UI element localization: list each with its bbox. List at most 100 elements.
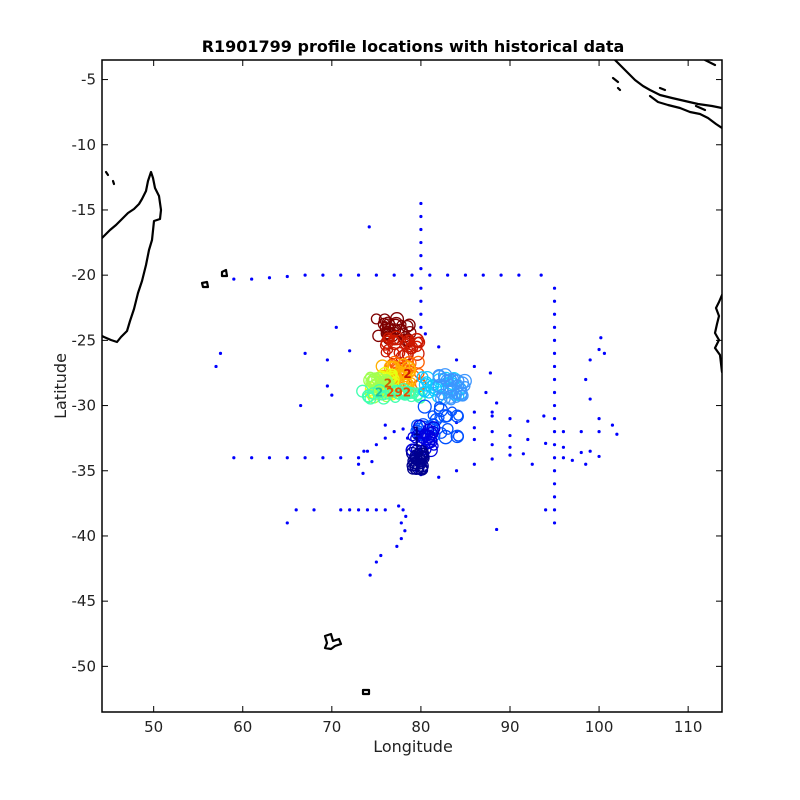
historical-point xyxy=(490,457,494,461)
historical-point xyxy=(472,437,476,442)
y-tick-label: -45 xyxy=(72,592,97,610)
x-tick-label: 100 xyxy=(585,718,614,736)
historical-point xyxy=(544,441,548,445)
chart-title: R1901799 profile locations with historic… xyxy=(202,37,625,56)
historical-point xyxy=(552,325,557,329)
historical-point xyxy=(490,430,494,434)
historical-point xyxy=(508,453,512,457)
y-tick-label: -35 xyxy=(72,462,97,480)
historical-point xyxy=(348,349,352,353)
profile-number-label: 292 xyxy=(386,385,411,399)
coastlines xyxy=(102,60,722,696)
y-tick-label: -50 xyxy=(72,657,97,675)
historical-point xyxy=(419,254,423,258)
coastline-islets-north xyxy=(611,60,717,112)
historical-point xyxy=(383,423,387,427)
profile-marker xyxy=(392,387,405,400)
historical-point xyxy=(339,508,343,512)
profile-cluster xyxy=(405,419,441,458)
historical-point xyxy=(419,240,423,245)
historical-point xyxy=(232,277,236,281)
profile-marker xyxy=(438,429,453,445)
historical-point xyxy=(552,390,557,395)
profile-marker xyxy=(409,461,424,475)
historical-point xyxy=(610,423,615,427)
y-tick-label: -10 xyxy=(72,136,97,154)
historical-point xyxy=(552,508,557,512)
historical-point xyxy=(495,401,499,405)
profile-number-label: 1 xyxy=(412,435,420,449)
historical-point xyxy=(552,338,557,342)
historical-point xyxy=(602,351,607,355)
historical-point xyxy=(599,336,603,340)
historical-point xyxy=(325,384,329,388)
historical-point xyxy=(597,347,601,352)
historical-point xyxy=(552,377,557,382)
historical-point xyxy=(454,358,459,362)
historical-point xyxy=(392,430,396,434)
historical-point xyxy=(399,536,403,541)
profile-marker xyxy=(356,384,370,398)
y-tick-label: -25 xyxy=(72,331,97,349)
historical-point xyxy=(299,403,303,408)
profile-marker xyxy=(452,379,463,390)
historical-point xyxy=(419,201,423,206)
historical-point xyxy=(552,403,557,408)
profile-marker xyxy=(432,368,446,383)
profile-marker xyxy=(396,358,411,372)
historical-point xyxy=(250,456,254,460)
profile-marker xyxy=(457,373,472,389)
profile-marker xyxy=(438,409,452,423)
historical-point xyxy=(365,449,370,453)
historical-point xyxy=(250,277,254,281)
profile-marker xyxy=(456,389,469,402)
historical-point xyxy=(472,410,476,414)
historical-point xyxy=(561,445,566,449)
profile-marker xyxy=(451,392,462,403)
historical-point xyxy=(303,351,307,355)
profile-marker xyxy=(401,337,414,349)
historical-point xyxy=(463,273,468,277)
historical-point xyxy=(526,437,530,442)
historical-point xyxy=(303,456,307,460)
historical-point xyxy=(419,299,423,303)
historical-point xyxy=(561,456,566,460)
x-tick-label: 80 xyxy=(411,718,430,736)
x-tick-label: 110 xyxy=(674,718,703,736)
profile-cluster xyxy=(432,368,472,406)
historical-point xyxy=(508,445,512,449)
historical-point xyxy=(521,452,525,456)
historical-point xyxy=(508,433,512,438)
historical-point xyxy=(570,458,574,462)
historical-point xyxy=(356,508,361,512)
historical-point xyxy=(404,514,408,519)
historical-point xyxy=(370,460,374,464)
profile-marker xyxy=(404,367,416,378)
profile-marker xyxy=(415,447,430,461)
historical-point xyxy=(552,351,557,355)
profile-marker xyxy=(411,429,422,440)
historical-point xyxy=(490,443,494,447)
historical-point xyxy=(597,454,601,459)
historical-point xyxy=(552,495,557,499)
historical-point xyxy=(454,469,459,473)
profile-marker xyxy=(372,384,387,399)
profile-marker xyxy=(405,343,417,355)
profile-cluster xyxy=(356,383,427,405)
y-tick-label: -15 xyxy=(72,201,97,219)
historical-point xyxy=(472,462,476,466)
x-tick-label: 50 xyxy=(144,718,163,736)
historical-point xyxy=(552,521,557,525)
coastline-australia xyxy=(713,293,722,374)
historical-point xyxy=(530,462,534,466)
profile-marker xyxy=(435,427,448,439)
profile-marker xyxy=(377,391,391,405)
profile-marker xyxy=(453,410,464,421)
historical-point xyxy=(374,273,378,277)
historical-point xyxy=(584,377,588,382)
historical-point xyxy=(552,312,557,316)
historical-point xyxy=(561,430,566,434)
historical-point xyxy=(339,273,343,277)
profile-marker xyxy=(426,421,441,435)
